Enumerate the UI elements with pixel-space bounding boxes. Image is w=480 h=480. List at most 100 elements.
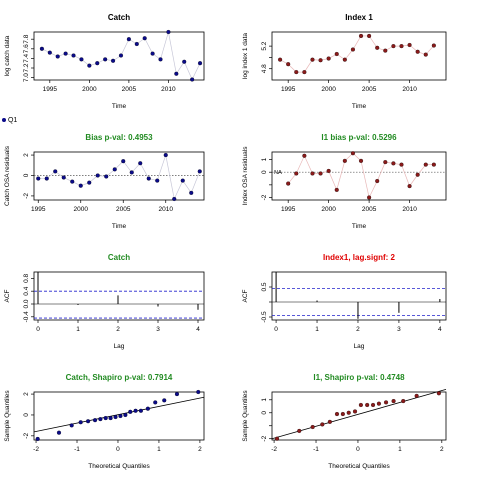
data-point — [415, 49, 420, 54]
plot-title: Bias p-val: 0.4953 — [85, 133, 153, 142]
data-point — [128, 409, 133, 414]
plot-title: Index1, lag.signf: 2 — [323, 253, 396, 262]
data-point — [86, 419, 91, 424]
panel-p5: Catch 0 1 2 3 4 -0.4 0.0 0.4 0.8 Lag ACF — [4, 253, 205, 350]
plot-title: Catch — [108, 13, 130, 22]
x-tick-label: 1995 — [281, 86, 296, 93]
legend: Q1 — [2, 117, 17, 124]
x-axis-label: Lag — [354, 343, 365, 350]
data-point — [121, 159, 126, 164]
plot-frame — [271, 271, 447, 321]
legend-marker — [2, 118, 6, 123]
data-point — [294, 70, 299, 75]
data-point — [375, 179, 380, 184]
x-tick-label: 2010 — [159, 206, 174, 213]
plot-frame — [33, 31, 205, 81]
y-tick-label: 1 — [261, 157, 268, 161]
x-tick-label: 2005 — [122, 86, 137, 93]
data-point — [104, 174, 109, 179]
x-tick-label: 2000 — [321, 86, 336, 93]
data-point — [87, 180, 92, 185]
data-point — [118, 53, 124, 58]
x-tick-label: 0 — [36, 326, 40, 333]
data-point — [150, 51, 155, 56]
data-point — [95, 61, 100, 66]
plot-frame — [33, 271, 205, 321]
y-tick-label: 7.4 — [23, 54, 30, 63]
x-tick-label: 0 — [274, 326, 278, 333]
data-point — [334, 187, 339, 192]
data-point — [53, 169, 58, 174]
data-point — [367, 33, 372, 39]
data-point — [129, 170, 134, 175]
data-point — [190, 77, 195, 82]
data-point — [326, 168, 331, 173]
data-point — [146, 176, 151, 181]
x-tick-label: 1 — [398, 446, 402, 453]
y-tick-label: 0.5 — [261, 282, 268, 291]
y-axis-label: ACF — [4, 289, 11, 302]
data-point — [370, 402, 376, 408]
data-point — [155, 178, 160, 183]
data-point — [182, 59, 187, 64]
data-point — [350, 151, 355, 156]
data-point — [407, 42, 412, 48]
y-tick-label: 7.6 — [23, 44, 30, 53]
x-axis-label: Theoretical Quantiles — [328, 463, 390, 470]
data-point — [162, 398, 167, 403]
data-point — [47, 50, 52, 55]
data-point — [342, 57, 347, 62]
data-point — [358, 33, 364, 39]
y-axis-label: ACF — [242, 289, 249, 302]
x-tick-label: 2005 — [362, 86, 377, 93]
na-label: NA — [274, 170, 282, 176]
data-point — [297, 428, 302, 433]
x-tick-label: 1 — [76, 326, 80, 333]
data-point — [278, 57, 283, 62]
data-point — [158, 57, 163, 62]
x-axis-label: Time — [352, 223, 367, 230]
x-tick-label: -2 — [271, 446, 277, 453]
data-point — [431, 43, 436, 48]
plot-frame — [33, 391, 205, 441]
x-tick-label: 2005 — [362, 206, 377, 213]
x-tick-label: 4 — [196, 326, 200, 333]
data-point — [44, 176, 49, 181]
data-point — [63, 51, 68, 56]
data-point — [318, 171, 323, 176]
plot-frame — [271, 31, 447, 81]
series-line — [279, 35, 435, 73]
y-tick-label: 7.8 — [23, 34, 30, 43]
data-point — [39, 46, 44, 51]
data-point — [71, 53, 76, 58]
legend-label: Q1 — [7, 117, 18, 124]
y-axis-label: Sample Quantiles — [4, 390, 11, 442]
plot-title: Catch — [108, 253, 130, 262]
data-point — [69, 423, 74, 428]
x-tick-label: 0 — [116, 446, 120, 453]
y-tick-label: 0 — [23, 173, 30, 177]
data-point — [172, 196, 177, 202]
data-point — [375, 45, 380, 50]
y-tick-label: 0 — [261, 411, 268, 415]
data-point — [153, 400, 158, 405]
data-point — [180, 178, 185, 183]
y-tick-label: -2 — [261, 435, 268, 441]
data-point — [358, 158, 364, 163]
data-point — [126, 37, 131, 42]
y-tick-label: 2 — [23, 392, 30, 396]
data-point — [138, 408, 143, 413]
y-axis-label: log catch data — [4, 35, 11, 76]
data-point — [55, 54, 60, 59]
x-tick-label: 4 — [438, 326, 442, 333]
data-point — [407, 184, 412, 189]
data-point — [166, 29, 171, 35]
data-point — [383, 160, 388, 165]
data-point — [391, 44, 396, 49]
data-point — [340, 412, 345, 417]
x-tick-label: 2010 — [402, 206, 417, 213]
plot-title: Catch, Shapiro p-val: 0.7914 — [66, 373, 173, 382]
panel-p1: Catch 1995 2000 2005 2010 7.07.27.47.67.8 Time… — [4, 13, 205, 110]
data-point — [302, 70, 307, 75]
